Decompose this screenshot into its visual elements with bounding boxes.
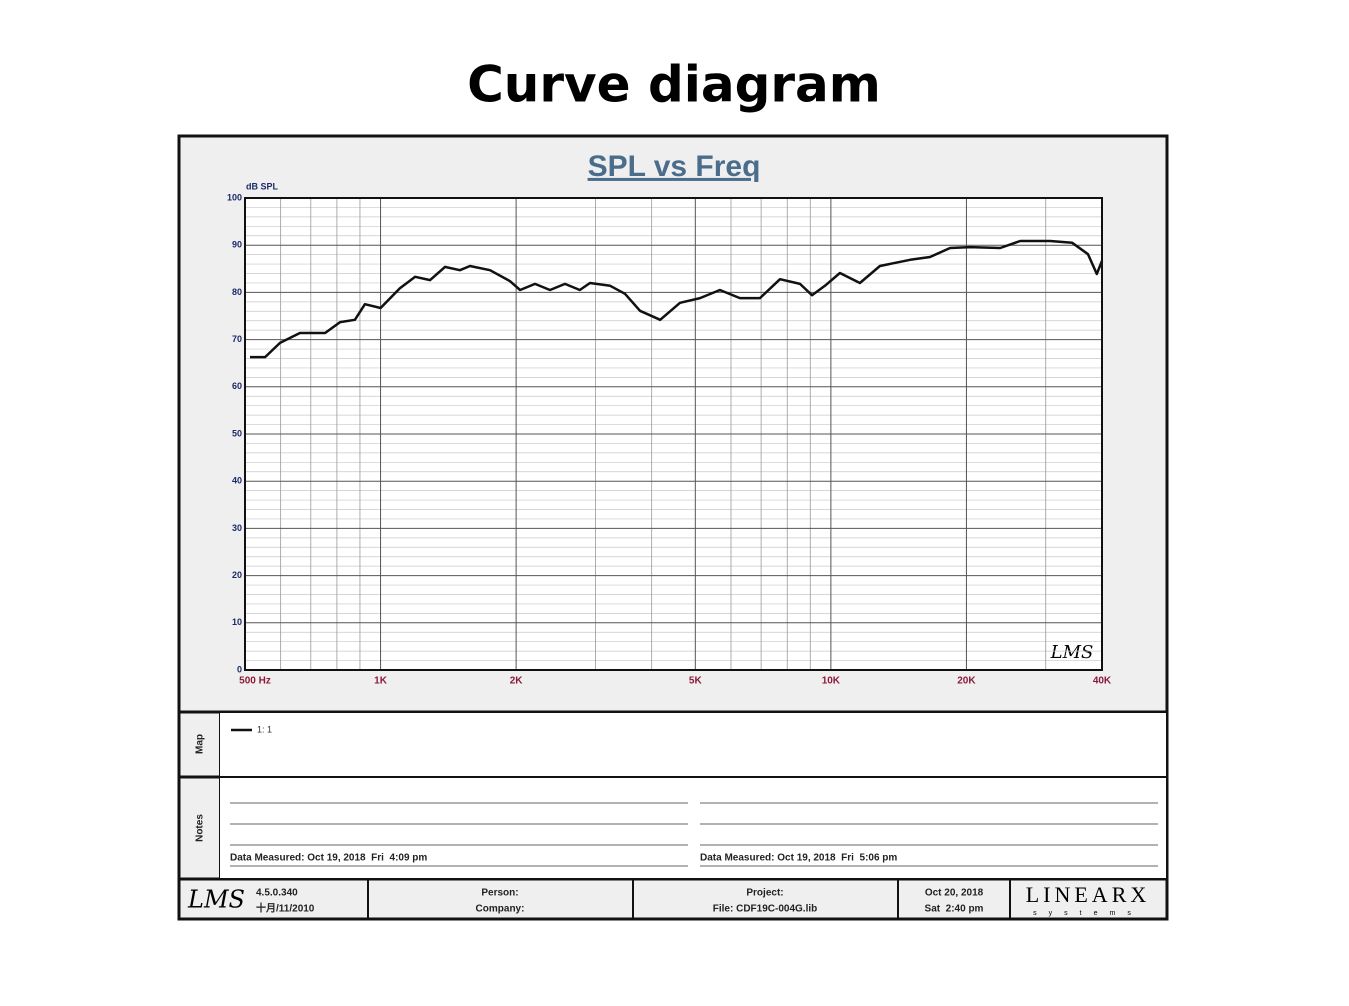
plot-logo: LMS bbox=[1050, 642, 1094, 663]
chart-title: SPL vs Freq bbox=[588, 150, 761, 183]
x-tick-label: 40K bbox=[1093, 676, 1112, 687]
x-tick-label: 10K bbox=[822, 676, 841, 687]
y-tick-label: 40 bbox=[232, 476, 242, 486]
y-tick-label: 60 bbox=[232, 381, 242, 391]
data-line bbox=[250, 239, 1104, 359]
version-date: 十月/11/2010 bbox=[256, 902, 315, 915]
y-tick-label: 70 bbox=[232, 334, 242, 344]
y-tick-label: 50 bbox=[232, 428, 242, 438]
y-tick-label: 20 bbox=[232, 570, 242, 580]
footer-logo: LMS bbox=[187, 886, 245, 914]
project: Project: bbox=[746, 888, 783, 899]
y-tick-label: 0 bbox=[237, 664, 242, 674]
y-tick-label: 90 bbox=[232, 240, 242, 250]
time: Sat 2:40 pm bbox=[925, 904, 984, 915]
map-area bbox=[220, 713, 1166, 776]
note: Data Measured: Oct 19, 2018 Fri 5:06 pm bbox=[700, 853, 897, 864]
page-title: Curve diagram bbox=[467, 56, 881, 114]
notes-label: Notes bbox=[195, 814, 206, 842]
y-tick-label: 80 bbox=[232, 287, 242, 297]
y-axis-label: dB SPL bbox=[246, 181, 279, 191]
y-tick-label: 100 bbox=[227, 192, 242, 202]
x-tick-label: 20K bbox=[957, 676, 976, 687]
company: Company: bbox=[476, 904, 525, 915]
note: Data Measured: Oct 19, 2018 Fri 4:09 pm bbox=[230, 853, 427, 864]
y-tick-label: 30 bbox=[232, 523, 242, 533]
date: Oct 20, 2018 bbox=[925, 888, 984, 899]
x-tick-label: 2K bbox=[510, 676, 524, 687]
brand-sub: systems bbox=[1033, 910, 1143, 917]
footer-dividers bbox=[367, 880, 1011, 919]
person: Person: bbox=[481, 888, 518, 899]
map-label: Map bbox=[195, 734, 206, 754]
legend-label: 1: 1 bbox=[257, 724, 272, 734]
file: File: CDF19C-004G.lib bbox=[713, 904, 817, 915]
x-tick-label: 5K bbox=[689, 676, 703, 687]
plot-border bbox=[244, 197, 1103, 671]
note-lines bbox=[230, 802, 1158, 867]
brand: LINEARX bbox=[1026, 882, 1151, 907]
notes-area bbox=[220, 778, 1166, 878]
y-tick-label: 10 bbox=[232, 617, 242, 627]
version: 4.5.0.340 bbox=[256, 888, 298, 899]
x-tick-label: 1K bbox=[374, 676, 388, 687]
x-tick-label: 500 Hz bbox=[239, 676, 271, 687]
